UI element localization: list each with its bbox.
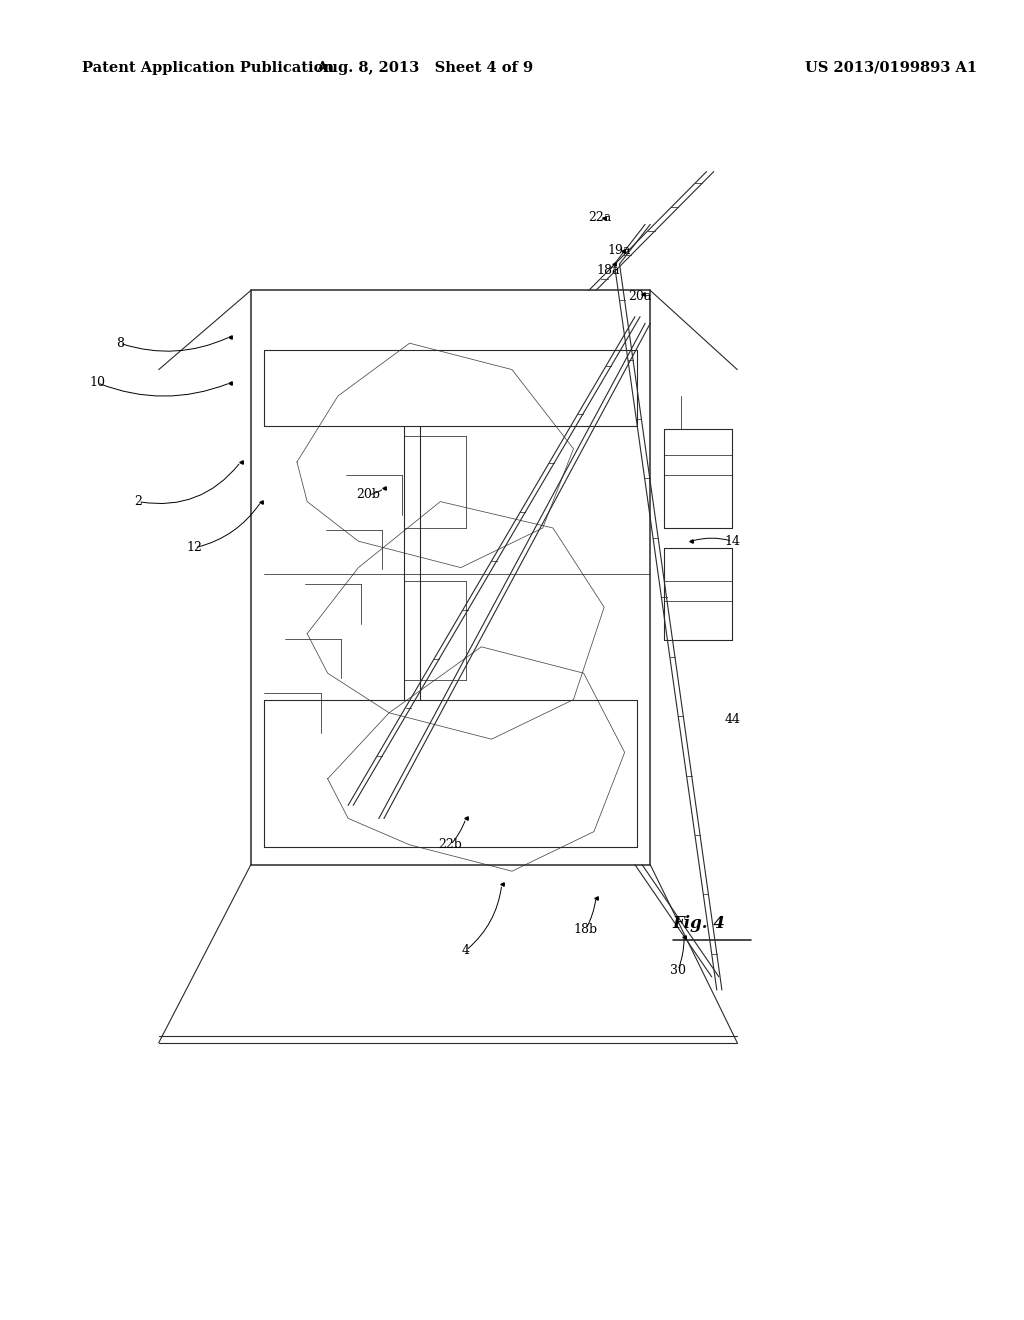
Text: 30: 30	[670, 964, 686, 977]
Text: 18b: 18b	[573, 923, 598, 936]
Text: 12: 12	[186, 541, 203, 554]
Text: 22a: 22a	[589, 211, 611, 224]
Text: Patent Application Publication: Patent Application Publication	[82, 61, 334, 75]
Text: 4: 4	[462, 944, 470, 957]
Text: Fig. 4: Fig. 4	[673, 916, 726, 932]
Text: 22b: 22b	[438, 838, 463, 851]
Text: 44: 44	[724, 713, 740, 726]
Text: 19a: 19a	[608, 244, 631, 257]
Text: Aug. 8, 2013   Sheet 4 of 9: Aug. 8, 2013 Sheet 4 of 9	[316, 61, 534, 75]
Text: 18a: 18a	[597, 264, 620, 277]
Text: 20b: 20b	[356, 488, 381, 502]
Text: US 2013/0199893 A1: US 2013/0199893 A1	[805, 61, 977, 75]
Text: 14: 14	[724, 535, 740, 548]
Text: 2: 2	[134, 495, 142, 508]
Text: 8: 8	[116, 337, 124, 350]
Text: 20a: 20a	[629, 290, 651, 304]
Text: 10: 10	[89, 376, 105, 389]
